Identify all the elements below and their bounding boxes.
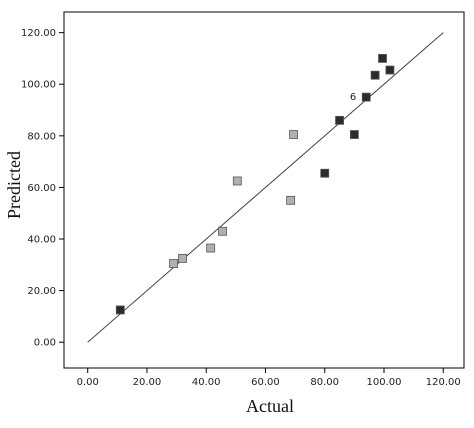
y-tick-label: 100.00 xyxy=(21,80,56,91)
x-tick-label: 40.00 xyxy=(192,377,221,388)
data-points xyxy=(115,54,395,315)
x-tick-label: 60.00 xyxy=(251,377,280,388)
x-tick-label: 20.00 xyxy=(133,377,162,388)
y-tick-label: 0.00 xyxy=(34,338,56,349)
data-point xyxy=(218,226,227,236)
data-point xyxy=(206,243,216,253)
plot-frame xyxy=(63,11,465,369)
x-tick-label: 120.00 xyxy=(426,377,461,388)
data-point xyxy=(361,92,371,102)
point-annotation: 6 xyxy=(350,92,356,103)
y-tick-label: 40.00 xyxy=(27,235,56,246)
reference-line-layer xyxy=(87,32,444,343)
data-point xyxy=(115,305,125,315)
data-point xyxy=(178,253,187,263)
data-point xyxy=(286,195,296,205)
y-tick-label: 80.00 xyxy=(27,131,56,142)
x-axis-title: Actual xyxy=(246,396,294,416)
y-tick-label: 60.00 xyxy=(27,183,56,194)
data-point xyxy=(349,130,359,139)
data-point xyxy=(232,176,242,186)
data-point xyxy=(169,259,179,268)
y-axis-title: Predicted xyxy=(4,151,24,219)
reference-line xyxy=(87,32,444,343)
annotations: 6 xyxy=(350,92,356,103)
data-point xyxy=(335,115,344,125)
y-tick-label: 120.00 xyxy=(21,28,56,39)
data-point xyxy=(370,70,380,80)
y-tick-label: 20.00 xyxy=(27,286,56,297)
data-point xyxy=(320,168,330,178)
data-point xyxy=(289,130,299,139)
x-tick-label: 80.00 xyxy=(310,377,339,388)
x-axis: 0.00 20.00 40.00 60.00 80.00 100.00 120.00 xyxy=(77,368,461,388)
x-tick-label: 100.00 xyxy=(367,377,402,388)
data-point xyxy=(385,65,395,75)
data-point xyxy=(378,54,387,63)
y-axis: 0.00 20.00 40.00 60.00 80.00 100.00 120.00 xyxy=(21,28,64,349)
x-tick-label: 0.00 xyxy=(77,377,99,388)
